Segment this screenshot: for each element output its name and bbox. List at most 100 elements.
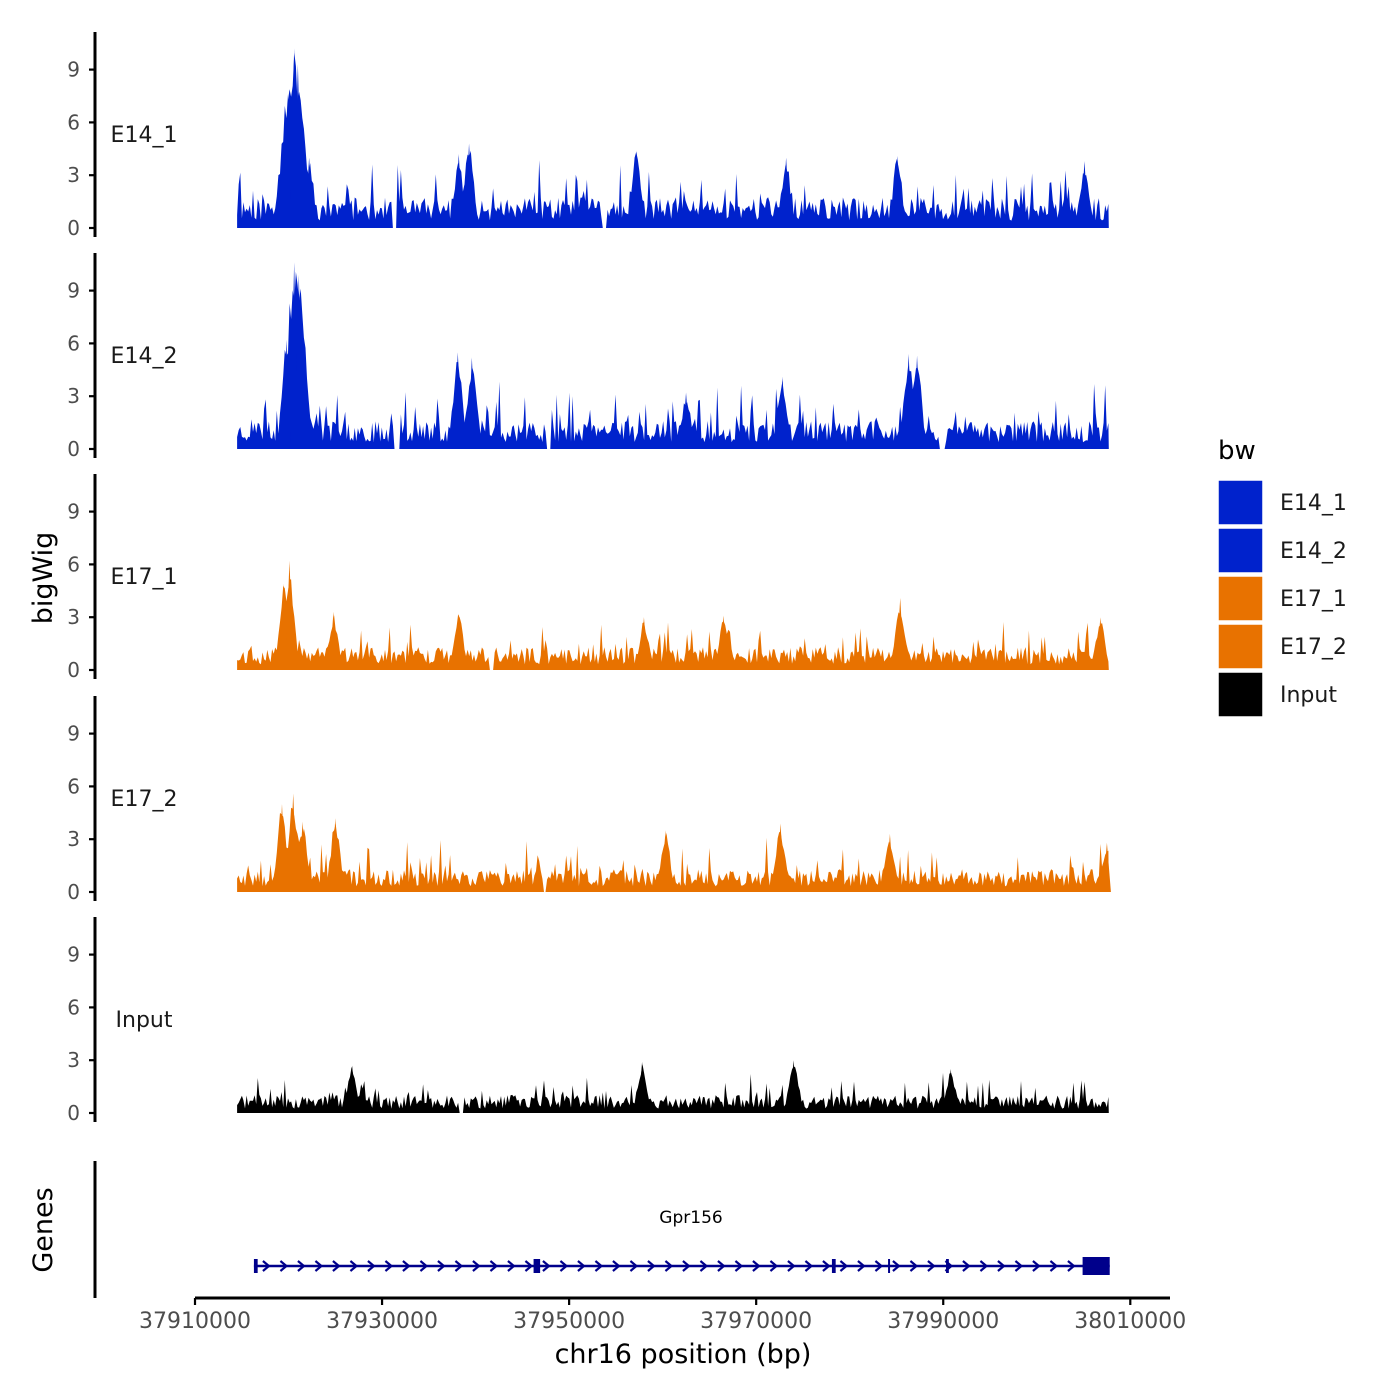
signal-peak — [285, 560, 294, 670]
legend-swatch — [1217, 575, 1264, 622]
signal-peak — [465, 143, 474, 228]
signal-peak — [283, 94, 292, 229]
strand-arrow-icon — [1032, 1260, 1041, 1272]
signal-peak — [893, 155, 902, 228]
strand-arrow-icon — [577, 1260, 586, 1272]
track-e14-1: 0 3 6 9 E14_1 — [67, 32, 1109, 240]
y-tick-label: 9 — [67, 943, 80, 967]
y-tick-label: 3 — [67, 1048, 80, 1072]
strand-arrow-icon — [804, 1260, 814, 1272]
track-e14-2: 0 3 6 9 E14_2 — [67, 253, 1109, 461]
y-tick-label: 9 — [67, 722, 80, 746]
gene-exon — [946, 1259, 949, 1273]
legend-swatch — [1217, 479, 1264, 526]
legend-swatch — [1217, 671, 1264, 718]
signal-peak — [885, 833, 894, 892]
strand-arrow-icon — [454, 1260, 464, 1272]
strand-arrow-icon — [682, 1260, 691, 1272]
strand-arrow-icon — [489, 1260, 499, 1272]
x-tick-label: 38010000 — [1074, 1309, 1186, 1334]
signal-area-e14-2 — [237, 271, 1109, 449]
gene-name-label: Gpr156 — [659, 1208, 722, 1228]
signal-peak — [682, 392, 691, 449]
strand-arrow-icon — [524, 1260, 534, 1272]
y-tick-label: 6 — [67, 110, 80, 134]
strand-arrow-icon — [962, 1260, 971, 1272]
strand-arrow-icon — [472, 1260, 481, 1272]
signal-peak — [946, 1069, 955, 1113]
legend-label: E14_1 — [1280, 491, 1347, 516]
signal-peak — [661, 830, 670, 892]
signal-peak — [329, 611, 338, 670]
x-axis: 37910000 37930000 37950000 37970000 37990000… — [139, 1296, 1186, 1334]
strand-arrow-icon — [297, 1260, 306, 1272]
strand-arrow-icon — [979, 1260, 989, 1272]
signal-peak — [279, 583, 288, 670]
strand-arrow-icon — [1067, 1260, 1076, 1272]
genes-axis-title: Genes — [28, 1187, 59, 1272]
signal-peak — [904, 353, 913, 449]
signal-peak — [782, 157, 791, 228]
y-axis-title: bigWig — [28, 532, 59, 625]
strand-arrow-icon — [332, 1260, 341, 1272]
strand-arrow-icon — [699, 1260, 709, 1272]
gene-exon — [831, 1259, 836, 1273]
y-tick-label: 0 — [67, 216, 80, 240]
strand-arrow-icon — [769, 1260, 779, 1272]
strand-arrow-icon — [419, 1260, 429, 1272]
signal-peak — [896, 597, 905, 670]
strand-arrow-icon — [997, 1260, 1006, 1272]
y-tick-label: 3 — [67, 163, 80, 187]
signal-peak — [913, 355, 922, 449]
signal-area-e17-2 — [237, 807, 1109, 892]
signal-area-e17-1 — [237, 579, 1109, 670]
x-tick-label: 37970000 — [700, 1309, 812, 1334]
track-e17-2: 0 3 6 9 E17_2 — [67, 696, 1111, 904]
y-tick-label: 3 — [67, 827, 80, 851]
y-tick-label: 9 — [67, 500, 80, 524]
track-e17-1: 0 3 6 9 E17_1 — [67, 474, 1109, 682]
strand-arrow-icon — [857, 1260, 866, 1272]
signal-peak — [454, 613, 463, 670]
strand-arrow-icon — [262, 1260, 271, 1272]
strand-arrow-icon — [752, 1260, 761, 1272]
signal-peak — [294, 274, 303, 449]
signal-peak — [454, 154, 463, 228]
strand-arrow-icon — [787, 1260, 796, 1272]
strand-arrow-icon — [927, 1260, 936, 1272]
strand-arrow-icon — [1049, 1260, 1059, 1272]
signal-peak — [632, 150, 641, 228]
y-tick-label: 9 — [67, 279, 80, 303]
strand-arrow-icon — [839, 1260, 849, 1272]
y-tick-label: 0 — [67, 437, 80, 461]
gene-exon — [888, 1259, 891, 1273]
signal-area-e14-1 — [237, 52, 1109, 229]
track-label: Input — [116, 1008, 173, 1033]
x-tick-label: 37990000 — [887, 1309, 999, 1334]
signal-peak — [1102, 842, 1111, 892]
strand-arrow-icon — [594, 1260, 604, 1272]
signal-peak — [1080, 161, 1089, 228]
signal-peak — [467, 357, 476, 449]
legend-title: bw — [1218, 436, 1256, 466]
y-tick-label: 6 — [67, 552, 80, 576]
strand-arrow-icon — [1014, 1260, 1024, 1272]
strand-arrow-icon — [559, 1260, 569, 1272]
gene-exon — [253, 1259, 258, 1273]
signal-peak — [282, 339, 291, 449]
y-tick-label: 9 — [67, 58, 80, 82]
x-tick-label: 37930000 — [326, 1309, 438, 1334]
strand-arrow-icon — [612, 1260, 621, 1272]
signal-peak — [789, 1060, 798, 1113]
strand-arrow-icon — [664, 1260, 674, 1272]
gene-panel: Gpr156 — [93, 1161, 1110, 1298]
track-label: E14_1 — [111, 123, 178, 148]
signal-peak — [776, 823, 785, 892]
gene-exon — [533, 1259, 541, 1273]
legend: bw E14_1 E14_2 E17_1 E17_2 Input — [1217, 436, 1347, 718]
gene-exon — [1082, 1257, 1110, 1275]
signal-peak — [1096, 617, 1105, 670]
strand-arrow-icon — [507, 1260, 516, 1272]
strand-arrow-icon — [542, 1260, 551, 1272]
